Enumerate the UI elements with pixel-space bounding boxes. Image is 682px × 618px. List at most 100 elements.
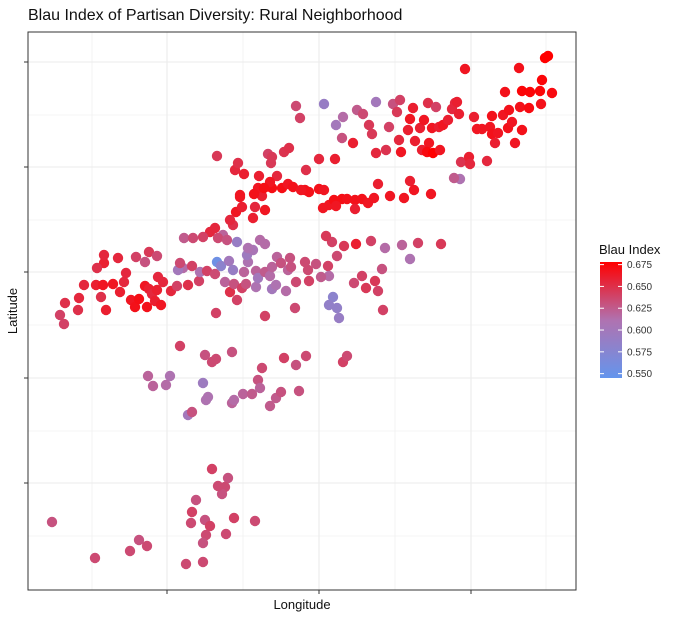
- data-point: [323, 270, 335, 282]
- legend-ticks: 0.675 0.650 0.625 0.600 0.575 0.550: [600, 260, 652, 380]
- data-point: [394, 94, 406, 106]
- data-point: [182, 279, 194, 291]
- data-point: [338, 240, 350, 252]
- data-point: [287, 181, 299, 193]
- data-point: [453, 108, 465, 120]
- data-point: [238, 266, 250, 278]
- data-point: [290, 100, 302, 112]
- data-point: [464, 158, 476, 170]
- data-point: [430, 101, 442, 113]
- data-point: [425, 188, 437, 200]
- data-point: [211, 150, 223, 162]
- data-point: [266, 261, 278, 273]
- data-point: [341, 193, 353, 205]
- data-point: [130, 251, 142, 263]
- data-point: [259, 204, 271, 216]
- data-point: [187, 232, 199, 244]
- data-point: [133, 293, 145, 305]
- data-point: [141, 540, 153, 552]
- data-point: [95, 291, 107, 303]
- data-point: [323, 299, 335, 311]
- data-point: [356, 270, 368, 282]
- data-point: [542, 50, 554, 62]
- data-point: [357, 108, 369, 120]
- data-point: [283, 142, 295, 154]
- data-point: [151, 284, 163, 296]
- data-point: [254, 382, 266, 394]
- data-point: [151, 250, 163, 262]
- data-point: [377, 304, 389, 316]
- data-point: [220, 528, 232, 540]
- data-point: [318, 98, 330, 110]
- data-point: [97, 279, 109, 291]
- data-point: [336, 132, 348, 144]
- legend-tick-label: 0.675: [627, 260, 652, 271]
- data-point: [253, 170, 265, 182]
- data-point: [210, 353, 222, 365]
- data-point: [114, 286, 126, 298]
- data-point: [393, 134, 405, 146]
- data-point: [197, 231, 209, 243]
- data-point: [236, 201, 248, 213]
- data-point: [129, 301, 141, 313]
- data-point: [285, 261, 297, 273]
- data-point: [330, 119, 342, 131]
- data-point: [423, 137, 435, 149]
- data-point: [534, 85, 546, 97]
- data-point: [215, 260, 227, 272]
- data-point: [193, 275, 205, 287]
- data-point: [231, 236, 243, 248]
- data-point: [91, 262, 103, 274]
- data-point: [370, 96, 382, 108]
- data-point: [204, 520, 216, 532]
- data-point: [270, 279, 282, 291]
- data-point: [513, 62, 525, 74]
- data-point: [224, 214, 236, 226]
- data-point: [78, 279, 90, 291]
- legend-tick-label: 0.650: [627, 282, 652, 293]
- data-point: [290, 276, 302, 288]
- data-point: [58, 318, 70, 330]
- data-point: [221, 234, 233, 246]
- data-point: [442, 114, 454, 126]
- data-point: [333, 312, 345, 324]
- data-point: [363, 119, 375, 131]
- data-point: [295, 184, 307, 196]
- data-point: [164, 370, 176, 382]
- legend-title: Blau Index: [599, 242, 661, 257]
- data-point: [174, 340, 186, 352]
- data-point: [481, 155, 493, 167]
- data-point: [315, 271, 327, 283]
- data-point: [313, 153, 325, 165]
- data-point: [300, 350, 312, 362]
- data-point: [303, 275, 315, 287]
- data-point: [422, 97, 434, 109]
- data-point: [112, 252, 124, 264]
- data-point: [250, 281, 262, 293]
- data-point: [293, 385, 305, 397]
- data-point: [280, 285, 292, 297]
- legend: Blau Index 0.675 0.650 0.625 0.600 0.575 0.55…: [599, 242, 661, 380]
- data-point: [362, 197, 374, 209]
- data-point: [451, 96, 463, 108]
- data-point: [197, 556, 209, 568]
- data-point: [256, 362, 268, 374]
- data-point: [327, 291, 339, 303]
- data-point: [320, 230, 332, 242]
- data-point: [468, 111, 480, 123]
- data-point: [370, 147, 382, 159]
- data-point: [249, 515, 261, 527]
- data-point: [380, 144, 392, 156]
- data-point: [180, 558, 192, 570]
- data-point: [271, 170, 283, 182]
- data-point: [231, 294, 243, 306]
- data-point: [264, 270, 276, 282]
- data-point: [348, 277, 360, 289]
- legend-tick-label: 0.600: [627, 326, 652, 337]
- data-point: [503, 104, 515, 116]
- data-point: [186, 260, 198, 272]
- data-point: [147, 380, 159, 392]
- data-point: [178, 232, 190, 244]
- data-point: [303, 186, 315, 198]
- data-point: [396, 239, 408, 251]
